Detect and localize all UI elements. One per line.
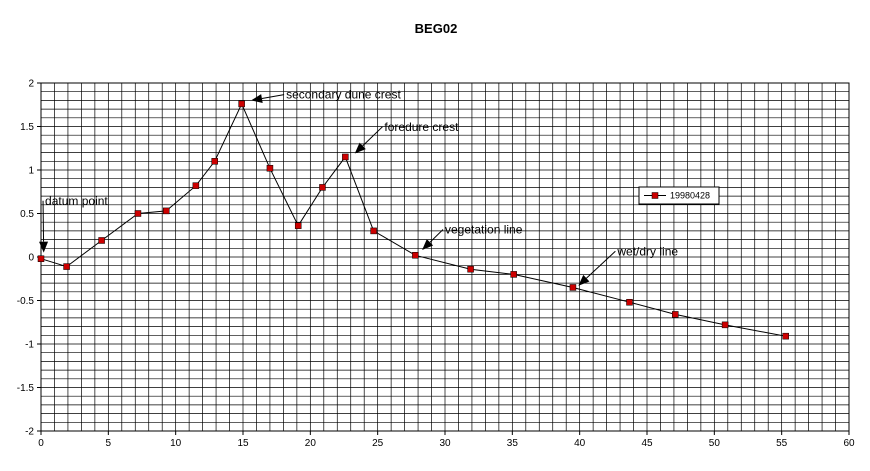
annotation-label: secondary dune crest xyxy=(286,88,401,102)
x-tick-label: 15 xyxy=(237,438,249,449)
data-point xyxy=(412,252,419,259)
y-tick-label: -2 xyxy=(25,427,34,438)
y-tick-label: 0 xyxy=(28,253,34,264)
annotation-arrow-head xyxy=(354,142,366,154)
x-tick-label: 50 xyxy=(709,438,721,449)
data-point xyxy=(467,265,474,273)
legend-label: 19980428 xyxy=(670,191,710,201)
data-point xyxy=(672,311,679,318)
annotation-arrow-head xyxy=(578,274,590,286)
data-point xyxy=(294,222,302,229)
y-tick-label: 0.5 xyxy=(20,209,34,220)
x-tick-label: 55 xyxy=(776,438,788,449)
series-layer xyxy=(37,100,789,340)
annotation-arrow-line xyxy=(362,126,383,147)
annotation-label: datum point xyxy=(45,194,108,208)
annotations: datum point secondary dune crest foredure … xyxy=(39,88,678,286)
x-tick-label: 0 xyxy=(38,438,44,449)
data-point xyxy=(37,255,45,262)
y-tick-label: 1 xyxy=(28,166,34,177)
data-point xyxy=(134,210,142,217)
data-point xyxy=(370,227,377,235)
legend-box xyxy=(638,186,720,205)
axes: 0 5 10 15 20 25 30 35 40 45 50 55 60 -2 -1.5 -1 -0.5 0 0.5… xyxy=(17,79,855,450)
y-tick-label: -0.5 xyxy=(17,296,35,307)
data-point xyxy=(162,207,170,215)
legend-marker xyxy=(651,192,659,199)
data-point xyxy=(510,271,517,278)
annotation-arrow-line xyxy=(429,229,444,243)
data-point xyxy=(569,284,577,291)
annotation-label: wet/dry line xyxy=(616,244,678,258)
x-tick-label: 60 xyxy=(843,438,855,449)
data-point xyxy=(266,165,274,172)
x-tick-label: 45 xyxy=(641,438,653,449)
annotation-arrow-head xyxy=(39,241,49,253)
x-tick-label: 10 xyxy=(170,438,182,449)
x-tick-label: 20 xyxy=(305,438,317,449)
data-point xyxy=(342,153,349,161)
data-point xyxy=(192,182,200,189)
x-tick-label: 40 xyxy=(574,438,586,449)
annotation-arrow-line xyxy=(261,94,285,100)
annotation-arrow-line xyxy=(586,250,616,279)
data-point xyxy=(782,332,789,340)
x-tick-label: 25 xyxy=(372,438,384,449)
data-point xyxy=(238,100,245,108)
x-tick-label: 35 xyxy=(507,438,519,449)
data-point xyxy=(319,184,326,191)
y-tick-label: -1.5 xyxy=(17,383,35,394)
data-point xyxy=(63,263,70,270)
annotation-label: foredure crest xyxy=(384,120,459,134)
x-tick-label: 5 xyxy=(106,438,112,449)
annotation-arrow-head xyxy=(422,239,434,251)
data-point xyxy=(98,237,105,244)
y-tick-label: 2 xyxy=(28,79,34,90)
x-tick-label: 30 xyxy=(439,438,451,449)
annotation-label: vegetation line xyxy=(445,223,523,237)
chart-title: BEG02 xyxy=(415,21,458,36)
data-point xyxy=(211,158,218,165)
grid xyxy=(40,82,850,432)
legend: 19980428 xyxy=(638,186,720,205)
data-point xyxy=(721,321,729,329)
y-tick-label: 1.5 xyxy=(20,122,34,133)
annotation-arrow-line xyxy=(42,200,45,242)
annotation-arrow-head xyxy=(251,94,263,103)
y-tick-label: -1 xyxy=(25,340,34,351)
data-point xyxy=(626,298,633,306)
